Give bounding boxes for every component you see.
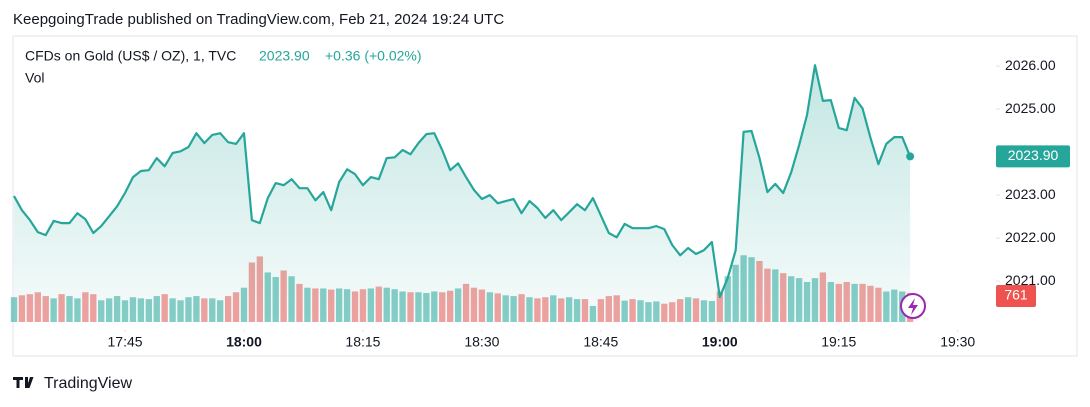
x-tick-label: 18:45 bbox=[583, 334, 618, 350]
event-bolt bbox=[908, 298, 918, 315]
y-tick-label: 2021.00 bbox=[1005, 272, 1056, 288]
price-area bbox=[14, 65, 911, 322]
price-badge-label: 2023.90 bbox=[1008, 147, 1059, 163]
price-badge bbox=[996, 145, 1070, 168]
x-tick-label: 19:15 bbox=[821, 334, 856, 350]
x-tick-label: 17:45 bbox=[108, 334, 143, 350]
y-tick-label: 2025.00 bbox=[1005, 100, 1056, 116]
header: KeepgoingTrade published on TradingView.… bbox=[13, 11, 504, 28]
logo: TradingView bbox=[13, 375, 132, 392]
y-tick-label: 2022.00 bbox=[1005, 229, 1056, 245]
x-tick-label: 19:30 bbox=[940, 334, 975, 350]
last-point bbox=[906, 152, 915, 161]
footer: TradingView bbox=[44, 375, 132, 392]
legend-change: +0.36 (+0.02%) bbox=[325, 48, 422, 64]
x-tick-label: 18:15 bbox=[345, 334, 380, 350]
y-tick-label: 2023.00 bbox=[1005, 186, 1056, 202]
y-tick-label: 2026.00 bbox=[1005, 57, 1056, 73]
legend-vol: Vol bbox=[25, 70, 44, 86]
plot bbox=[10, 64, 1000, 332]
legend-name: CFDs on Gold (US$ / OZ), 1, TVC bbox=[25, 48, 236, 64]
price-line bbox=[13, 64, 912, 299]
vol-badge-label: 761 bbox=[1004, 287, 1028, 303]
x-tick-label: 18:00 bbox=[226, 334, 262, 350]
event-icon bbox=[900, 293, 926, 319]
x-tick-label: 19:00 bbox=[702, 334, 738, 350]
vol-badge bbox=[996, 284, 1036, 307]
frame bbox=[12, 35, 1078, 357]
legend-price: 2023.90 bbox=[259, 48, 310, 64]
x-tick-label: 18:30 bbox=[464, 334, 499, 350]
